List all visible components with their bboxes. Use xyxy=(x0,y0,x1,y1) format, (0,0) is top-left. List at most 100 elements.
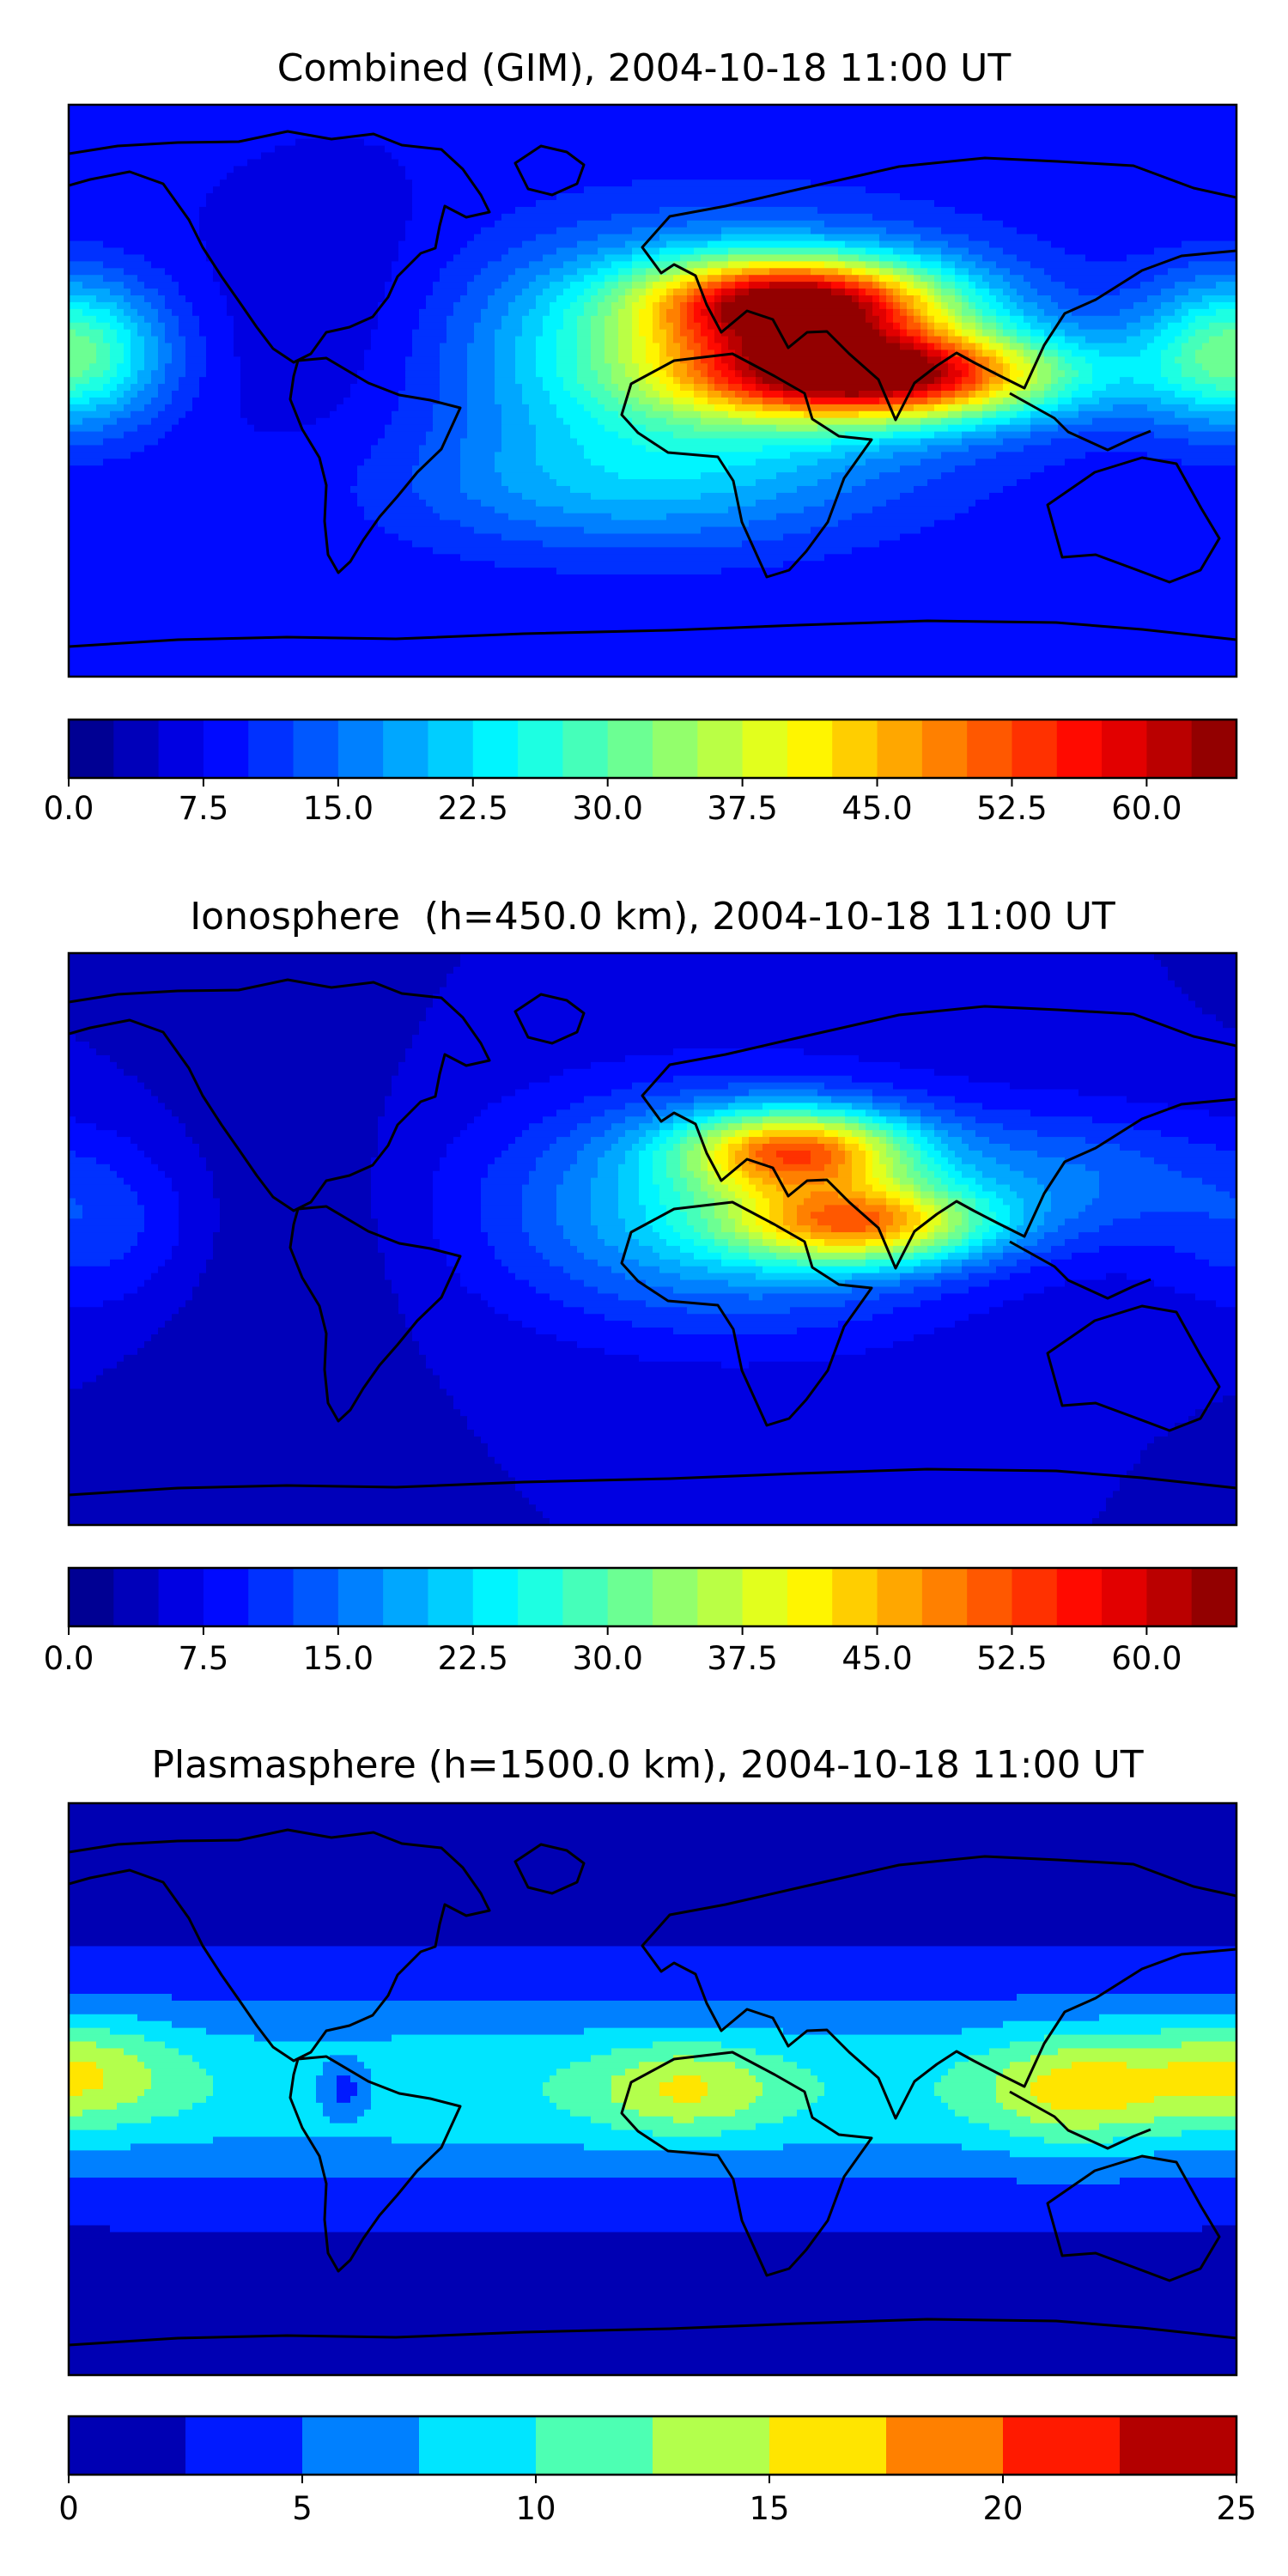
field-cell xyxy=(859,1137,866,1145)
field-cell xyxy=(69,1252,125,1261)
field-cell xyxy=(790,1225,811,1233)
field-cell xyxy=(69,533,399,542)
field-cell xyxy=(989,492,1236,501)
field-cell xyxy=(914,308,921,317)
field-cell xyxy=(179,1205,221,1212)
field-cell xyxy=(529,282,550,289)
field-cell xyxy=(708,1170,715,1179)
field-cell xyxy=(137,1198,179,1206)
field-cell xyxy=(556,1218,592,1226)
field-cell xyxy=(550,1075,674,1084)
field-cell xyxy=(213,275,392,283)
field-cell xyxy=(982,343,990,351)
field-cell xyxy=(536,499,756,507)
field-cell xyxy=(392,2136,1045,2145)
field-cell xyxy=(179,1212,221,1219)
field-cell xyxy=(240,370,358,378)
field-cell xyxy=(543,1511,1100,1519)
field-cell xyxy=(639,1259,681,1267)
field-cell xyxy=(433,1000,1196,1009)
field-cell xyxy=(137,2095,207,2104)
field-cell xyxy=(948,2102,1004,2111)
field-cell xyxy=(467,417,502,426)
field-cell xyxy=(1195,315,1236,324)
field-cell xyxy=(879,240,914,249)
field-cell xyxy=(556,193,901,201)
field-cell xyxy=(927,295,935,303)
field-cell xyxy=(639,308,653,317)
field-cell xyxy=(934,377,942,385)
field-cell xyxy=(69,240,104,249)
field-cell xyxy=(694,356,702,364)
field-cell xyxy=(632,275,647,283)
field-cell xyxy=(694,1103,729,1110)
field-cell xyxy=(69,519,379,528)
field-cell xyxy=(76,1198,138,1206)
field-cell xyxy=(501,315,523,324)
field-cell xyxy=(69,574,1236,582)
field-cell xyxy=(137,1286,193,1295)
field-cell xyxy=(82,370,104,378)
field-cell xyxy=(845,1137,860,1145)
field-cell xyxy=(131,336,145,344)
field-cell xyxy=(577,220,688,228)
field-cell xyxy=(1003,1123,1134,1131)
field-cell xyxy=(1182,343,1203,351)
panel-1-colorbar: 0.0 7.5 15.0 22.5 30.0 37.5 45.0 52.5 60.0 xyxy=(44,718,1238,827)
field-cell xyxy=(69,2313,1236,2322)
field-cell xyxy=(653,384,667,392)
field-cell xyxy=(914,391,928,398)
field-cell xyxy=(131,370,138,378)
field-cell xyxy=(69,1994,173,2002)
field-cell xyxy=(714,315,722,324)
field-cell xyxy=(371,1184,434,1193)
field-cell xyxy=(708,1150,715,1158)
field-cell xyxy=(1024,1218,1045,1226)
field-cell xyxy=(89,363,111,371)
field-cell xyxy=(1127,2102,1236,2111)
field-cell xyxy=(1209,1109,1236,1117)
field-cell xyxy=(543,254,578,262)
field-cell xyxy=(708,1218,722,1226)
field-cell xyxy=(165,295,186,303)
field-cell xyxy=(467,1286,537,1295)
field-cell xyxy=(907,301,914,310)
field-cell xyxy=(618,329,633,337)
field-cell xyxy=(996,1266,1031,1274)
field-cell xyxy=(962,2143,1236,2151)
field-cell xyxy=(714,329,722,337)
field-cell xyxy=(460,459,495,466)
field-cell xyxy=(975,1116,1093,1124)
field-cell xyxy=(378,322,420,331)
field-cell xyxy=(701,2095,756,2104)
field-cell xyxy=(591,261,612,269)
field-cell xyxy=(550,1518,1093,1525)
field-cell xyxy=(598,377,612,385)
field-cell xyxy=(996,404,1011,412)
field-cell xyxy=(659,295,667,303)
field-cell xyxy=(584,1252,626,1261)
field-cell xyxy=(82,2109,179,2117)
field-cell xyxy=(495,384,523,392)
panel-2-map xyxy=(69,953,1236,1525)
field-cell xyxy=(824,1082,894,1091)
field-cell xyxy=(556,1205,592,1212)
field-cell xyxy=(907,1218,921,1226)
field-cell xyxy=(488,1232,530,1240)
field-cell xyxy=(934,1205,942,1212)
field-cell xyxy=(165,370,186,378)
field-cell xyxy=(989,1225,1004,1233)
field-cell xyxy=(522,397,550,405)
field-cell xyxy=(110,2027,207,2036)
field-cell xyxy=(879,1123,894,1131)
field-cell xyxy=(831,289,846,296)
field-cell xyxy=(330,2055,358,2063)
field-cell xyxy=(69,1382,83,1390)
field-cell xyxy=(515,268,550,276)
field-cell xyxy=(824,2089,935,2097)
field-cell xyxy=(206,2027,585,2036)
field-cell xyxy=(1195,1000,1236,1009)
field-cell xyxy=(907,1150,921,1158)
field-cell xyxy=(1010,377,1018,385)
field-cell xyxy=(982,404,997,412)
